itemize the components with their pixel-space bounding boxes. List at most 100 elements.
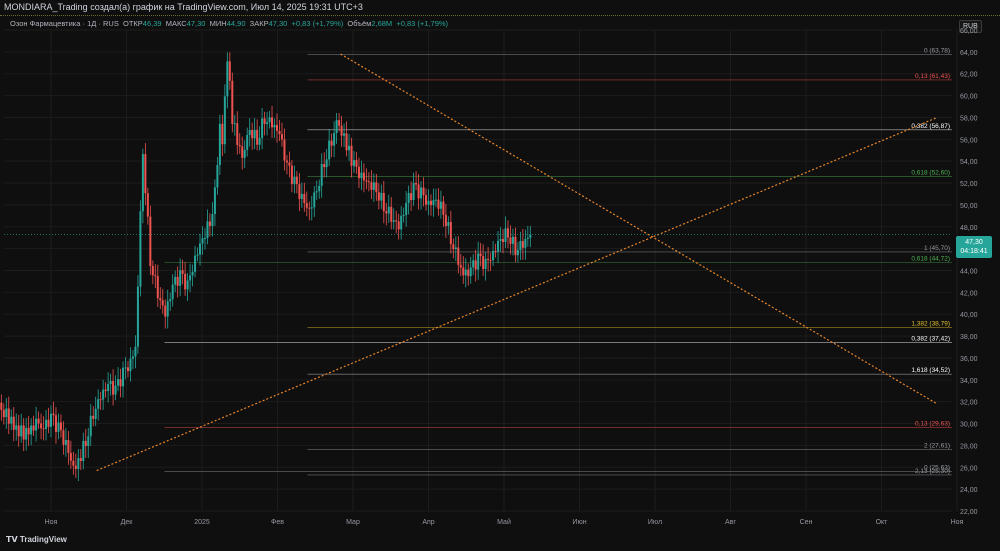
candle-body	[405, 202, 408, 216]
candle-body	[89, 415, 92, 437]
candle-body	[494, 250, 497, 252]
candle-body	[238, 144, 241, 147]
candle-body	[159, 298, 162, 301]
candle-body	[15, 425, 18, 430]
candle-body	[213, 187, 216, 215]
candle-body	[482, 256, 485, 270]
candle-body	[395, 220, 398, 222]
candle-body	[141, 154, 144, 212]
fib-level-label: 2 (27,61)	[924, 443, 950, 450]
candle-body	[442, 201, 445, 215]
candle-body	[206, 221, 209, 239]
candle-body	[365, 180, 368, 182]
candle-body	[164, 305, 167, 317]
high-label: МАКС	[165, 19, 187, 28]
candle-body	[154, 275, 157, 277]
candle-body	[303, 193, 306, 203]
symbol-name[interactable]: Озон Фармацевтика · 1Д · RUS	[10, 19, 119, 28]
candle-body	[17, 425, 20, 437]
candle-body	[139, 211, 142, 287]
candle-body	[52, 413, 55, 416]
x-tick-label: Июл	[648, 519, 662, 526]
candle-body	[156, 276, 159, 299]
candle-body	[5, 408, 8, 418]
tradingview-logo-icon: 𝗧𝗩	[6, 535, 18, 544]
candle-body	[402, 215, 405, 217]
candle-body	[427, 200, 430, 205]
candle-body	[308, 207, 311, 209]
y-tick-label: 38,00	[960, 334, 978, 341]
candle-body	[479, 253, 482, 257]
candle-body	[196, 254, 199, 256]
candle-body	[283, 139, 286, 161]
y-tick-label: 42,00	[960, 290, 978, 297]
candle-body	[151, 265, 154, 276]
x-tick-label: Ноя	[45, 519, 58, 526]
candle-body	[511, 236, 514, 244]
candle-body	[325, 159, 328, 168]
y-tick-label: 48,00	[960, 225, 978, 232]
tradingview-logo[interactable]: 𝗧𝗩 TradingView	[6, 535, 67, 544]
candle-body	[521, 241, 524, 248]
fib-level-label: 2,13 (25,30)	[915, 468, 950, 475]
candle-body	[300, 193, 303, 200]
candle-body	[166, 301, 169, 317]
change-value: +0,83 (+1,79%)	[291, 19, 344, 28]
candle-body	[340, 125, 343, 136]
candle-body	[298, 184, 301, 200]
candle-body	[74, 465, 77, 469]
trend-line	[96, 116, 938, 472]
candle-body	[502, 239, 505, 243]
candle-body	[54, 415, 57, 432]
candle-body	[509, 237, 512, 244]
volume-change: +0,83 (+1,79%)	[396, 19, 449, 28]
volume-label: Объём	[347, 19, 372, 28]
x-tick-label: Мар	[346, 519, 360, 526]
currency-badge[interactable]: RUB	[959, 20, 982, 33]
candle-body	[144, 154, 147, 194]
candle-body	[338, 120, 341, 126]
candle-body	[169, 299, 172, 302]
candle-body	[323, 164, 326, 168]
candle-body	[84, 440, 87, 447]
candle-body	[67, 439, 70, 453]
candle-body	[288, 162, 291, 166]
close-label: ЗАКР	[249, 19, 269, 28]
candle-body	[241, 146, 244, 158]
candle-body	[211, 214, 214, 226]
candle-body	[233, 123, 236, 125]
candle-body	[464, 269, 467, 276]
fib-level-label: 1,618 (34,52)	[911, 367, 950, 374]
candle-body	[174, 276, 177, 285]
volume-value: 2,68M	[371, 19, 393, 28]
y-tick-label: 30,00	[960, 422, 978, 429]
candle-body	[129, 358, 132, 372]
candle-body	[320, 164, 323, 186]
candle-body	[449, 222, 452, 245]
candle-body	[35, 418, 38, 431]
candle-body	[400, 215, 403, 230]
candle-body	[504, 228, 507, 243]
tradingview-brand: TradingView	[19, 535, 67, 544]
low-label: МИН	[209, 19, 227, 28]
candle-body	[146, 193, 149, 217]
y-tick-label: 32,00	[960, 400, 978, 407]
candle-body	[474, 260, 477, 270]
x-tick-label: Дек	[121, 519, 134, 526]
candle-body	[263, 118, 266, 124]
candle-body	[208, 221, 211, 226]
y-tick-label: 62,00	[960, 72, 978, 79]
candle-body	[348, 145, 351, 151]
x-tick-label: Июн	[572, 519, 586, 526]
candle-body	[186, 280, 189, 290]
candle-body	[328, 140, 331, 160]
candle-body	[335, 120, 338, 134]
high-value: 47,30	[186, 19, 206, 28]
candle-body	[236, 123, 239, 145]
candle-body	[62, 430, 65, 445]
candle-body	[30, 425, 33, 435]
candle-body	[176, 276, 179, 286]
candle-body	[119, 379, 122, 387]
candle-body	[345, 133, 348, 151]
